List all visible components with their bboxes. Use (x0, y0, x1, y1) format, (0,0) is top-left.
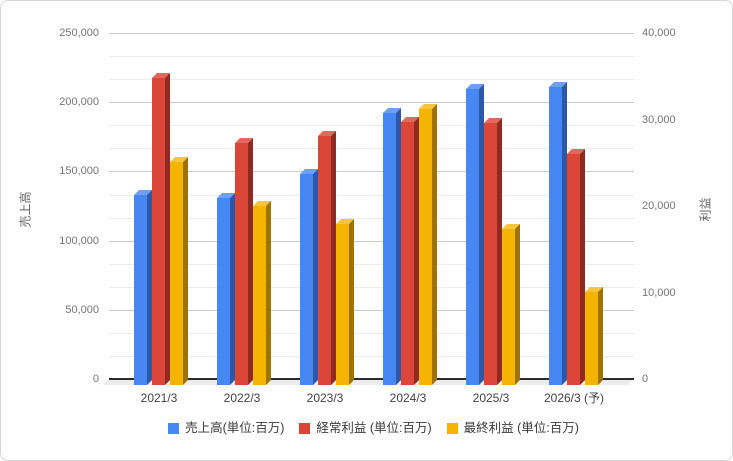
left-axis-tick-label: 200,000 (59, 96, 99, 109)
gridline-minor (109, 194, 634, 196)
gridline-minor (109, 332, 634, 334)
x-axis-label: 2022/3 (223, 391, 261, 405)
x-axis-label: 2023/3 (306, 391, 344, 405)
gridline-minor (109, 148, 634, 150)
bar-2025/3-series-1[interactable] (484, 122, 497, 385)
gridline-major (109, 309, 634, 311)
legend-label: 経常利益 (単位:百万) (316, 421, 432, 435)
legend-item: 売上高(単位:百万) (168, 422, 284, 435)
bar-2022/3-series-2[interactable] (253, 205, 266, 385)
legend-item: 最終利益 (単位:百万) (446, 421, 579, 435)
bar-2025/3-series-2[interactable] (502, 229, 515, 385)
left-axis-tick-label: 50,000 (65, 303, 99, 316)
gridline-major (109, 33, 634, 34)
x-axis-label: 2026/3 (予) (543, 391, 605, 405)
bar-2023/3-series-2[interactable] (336, 224, 349, 385)
left-axis-tick-label: 0 (92, 373, 99, 385)
gridline-minor (109, 355, 634, 357)
x-axis-label: 2025/3 (472, 391, 510, 405)
right-axis-tick-label: 20,000 (642, 200, 676, 212)
gridline-major (109, 171, 634, 173)
legend: 売上高(単位:百万) 経常利益 (単位:百万) 最終利益 (単位:百万) (7, 421, 732, 435)
x-axis-label: 2021/3 (140, 391, 178, 405)
bar-2026/3 (予)-series-0[interactable] (549, 87, 562, 385)
gridline-minor (109, 125, 634, 127)
bar-2026/3 (予)-series-1[interactable] (567, 154, 580, 385)
legend-swatch-icon (446, 423, 458, 434)
left-axis-tick-label: 100,000 (59, 234, 99, 247)
legend-label: 売上高(単位:百万) (185, 421, 285, 435)
bar-2024/3-series-2[interactable] (419, 109, 432, 385)
gridline-minor (109, 263, 634, 265)
legend-label: 最終利益 (単位:百万) (463, 421, 579, 435)
x-axis-label: 2024/3 (389, 391, 427, 405)
gridline-minor (109, 79, 634, 81)
gridline-major (109, 240, 634, 242)
legend-swatch-icon (168, 423, 180, 434)
bar-2021/3-series-2[interactable] (170, 161, 183, 385)
right-axis-tick-label: 0 (642, 373, 649, 385)
left-axis-title: 売上高 (18, 191, 33, 228)
left-axis-tick-label: 150,000 (59, 165, 99, 178)
x-axis-line (109, 378, 634, 380)
right-axis-tick-label: 40,000 (642, 27, 676, 39)
right-axis-tick-label: 30,000 (642, 113, 676, 126)
bar-2023/3-series-0[interactable] (300, 173, 313, 385)
bar-2022/3-series-1[interactable] (235, 142, 248, 385)
bar-2026/3 (予)-series-2[interactable] (585, 292, 598, 385)
bar-2024/3-series-0[interactable] (383, 112, 396, 385)
gridline-minor (109, 56, 634, 58)
right-axis-title: 利益 (698, 197, 713, 222)
gridline-major (109, 102, 634, 104)
bar-2022/3-series-0[interactable] (217, 197, 230, 385)
bar-2025/3-series-0[interactable] (466, 89, 479, 385)
bar-2021/3-series-1[interactable] (152, 77, 165, 385)
gridline-minor (109, 286, 634, 288)
gridline-minor (109, 217, 634, 219)
left-axis-tick-label: 250,000 (59, 27, 99, 39)
right-axis-tick-label: 10,000 (642, 286, 676, 299)
bar-2024/3-series-1[interactable] (401, 122, 414, 385)
legend-item: 経常利益 (単位:百万) (299, 421, 432, 435)
bar-2023/3-series-1[interactable] (318, 135, 331, 385)
legend-swatch-icon (299, 423, 311, 434)
bar-2021/3-series-0[interactable] (134, 195, 147, 385)
